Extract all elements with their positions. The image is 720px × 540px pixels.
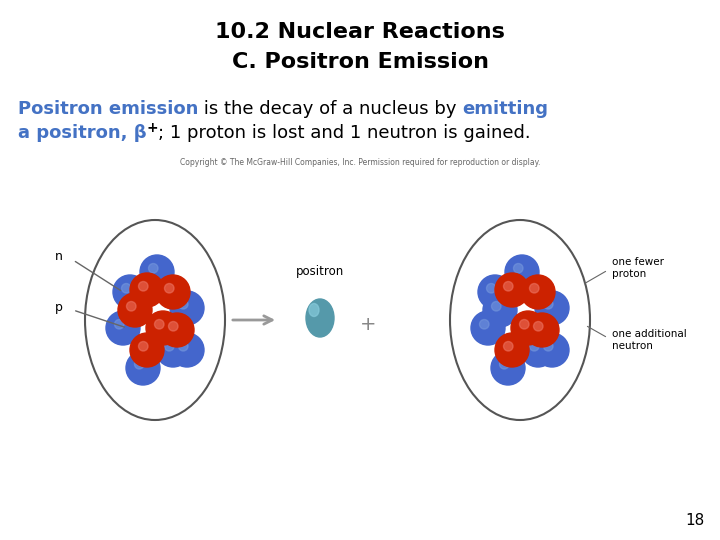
- Circle shape: [170, 333, 204, 367]
- Circle shape: [500, 360, 509, 369]
- Circle shape: [130, 273, 164, 307]
- Circle shape: [114, 320, 124, 329]
- Circle shape: [534, 321, 543, 331]
- Text: a positron, β: a positron, β: [18, 124, 147, 142]
- Circle shape: [127, 301, 136, 311]
- Circle shape: [492, 301, 501, 311]
- Text: +: +: [147, 121, 158, 135]
- Circle shape: [156, 275, 190, 309]
- Circle shape: [135, 360, 144, 369]
- Circle shape: [146, 311, 180, 345]
- Circle shape: [106, 311, 140, 345]
- Circle shape: [525, 313, 559, 347]
- Circle shape: [480, 320, 489, 329]
- Text: ; 1 proton is lost and 1 neutron is gained.: ; 1 proton is lost and 1 neutron is gain…: [158, 124, 531, 142]
- Circle shape: [118, 293, 152, 327]
- Circle shape: [544, 341, 553, 351]
- Circle shape: [138, 341, 148, 351]
- Text: C. Positron Emission: C. Positron Emission: [232, 52, 488, 72]
- Circle shape: [521, 333, 555, 367]
- Ellipse shape: [306, 299, 334, 337]
- Text: 18: 18: [685, 513, 705, 528]
- Text: Copyright © The McGraw-Hill Companies, Inc. Permission required for reproduction: Copyright © The McGraw-Hill Companies, I…: [180, 158, 540, 167]
- Circle shape: [483, 293, 517, 327]
- Circle shape: [148, 264, 158, 273]
- Circle shape: [487, 284, 496, 293]
- Circle shape: [513, 264, 523, 273]
- Circle shape: [535, 333, 569, 367]
- Circle shape: [156, 333, 190, 367]
- Circle shape: [503, 281, 513, 291]
- Circle shape: [520, 320, 529, 329]
- Text: p: p: [55, 301, 63, 314]
- Circle shape: [164, 341, 174, 351]
- Circle shape: [495, 333, 529, 367]
- Circle shape: [155, 320, 164, 329]
- Circle shape: [529, 284, 539, 293]
- Circle shape: [168, 321, 178, 331]
- Circle shape: [503, 341, 513, 351]
- Text: 10.2 Nuclear Reactions: 10.2 Nuclear Reactions: [215, 22, 505, 42]
- Circle shape: [126, 351, 160, 385]
- Text: is the decay of a nucleus by: is the decay of a nucleus by: [199, 100, 463, 118]
- Circle shape: [160, 313, 194, 347]
- Ellipse shape: [309, 303, 319, 316]
- Circle shape: [179, 341, 188, 351]
- Circle shape: [521, 275, 555, 309]
- Circle shape: [529, 341, 539, 351]
- Text: positron: positron: [296, 265, 344, 278]
- Circle shape: [130, 333, 164, 367]
- Circle shape: [544, 300, 553, 309]
- Circle shape: [478, 275, 512, 309]
- Circle shape: [491, 351, 525, 385]
- Circle shape: [511, 311, 545, 345]
- Circle shape: [179, 300, 188, 309]
- Text: one fewer
proton: one fewer proton: [612, 257, 664, 279]
- Circle shape: [138, 281, 148, 291]
- Circle shape: [122, 284, 131, 293]
- Circle shape: [170, 291, 204, 325]
- Text: one additional
neutron: one additional neutron: [612, 329, 687, 351]
- Text: n: n: [55, 249, 63, 262]
- Circle shape: [535, 291, 569, 325]
- Circle shape: [164, 284, 174, 293]
- Circle shape: [495, 273, 529, 307]
- Circle shape: [505, 255, 539, 289]
- Text: +: +: [360, 314, 377, 334]
- Circle shape: [140, 255, 174, 289]
- Circle shape: [113, 275, 147, 309]
- Text: Positron emission: Positron emission: [18, 100, 199, 118]
- Text: emitting: emitting: [463, 100, 549, 118]
- Circle shape: [471, 311, 505, 345]
